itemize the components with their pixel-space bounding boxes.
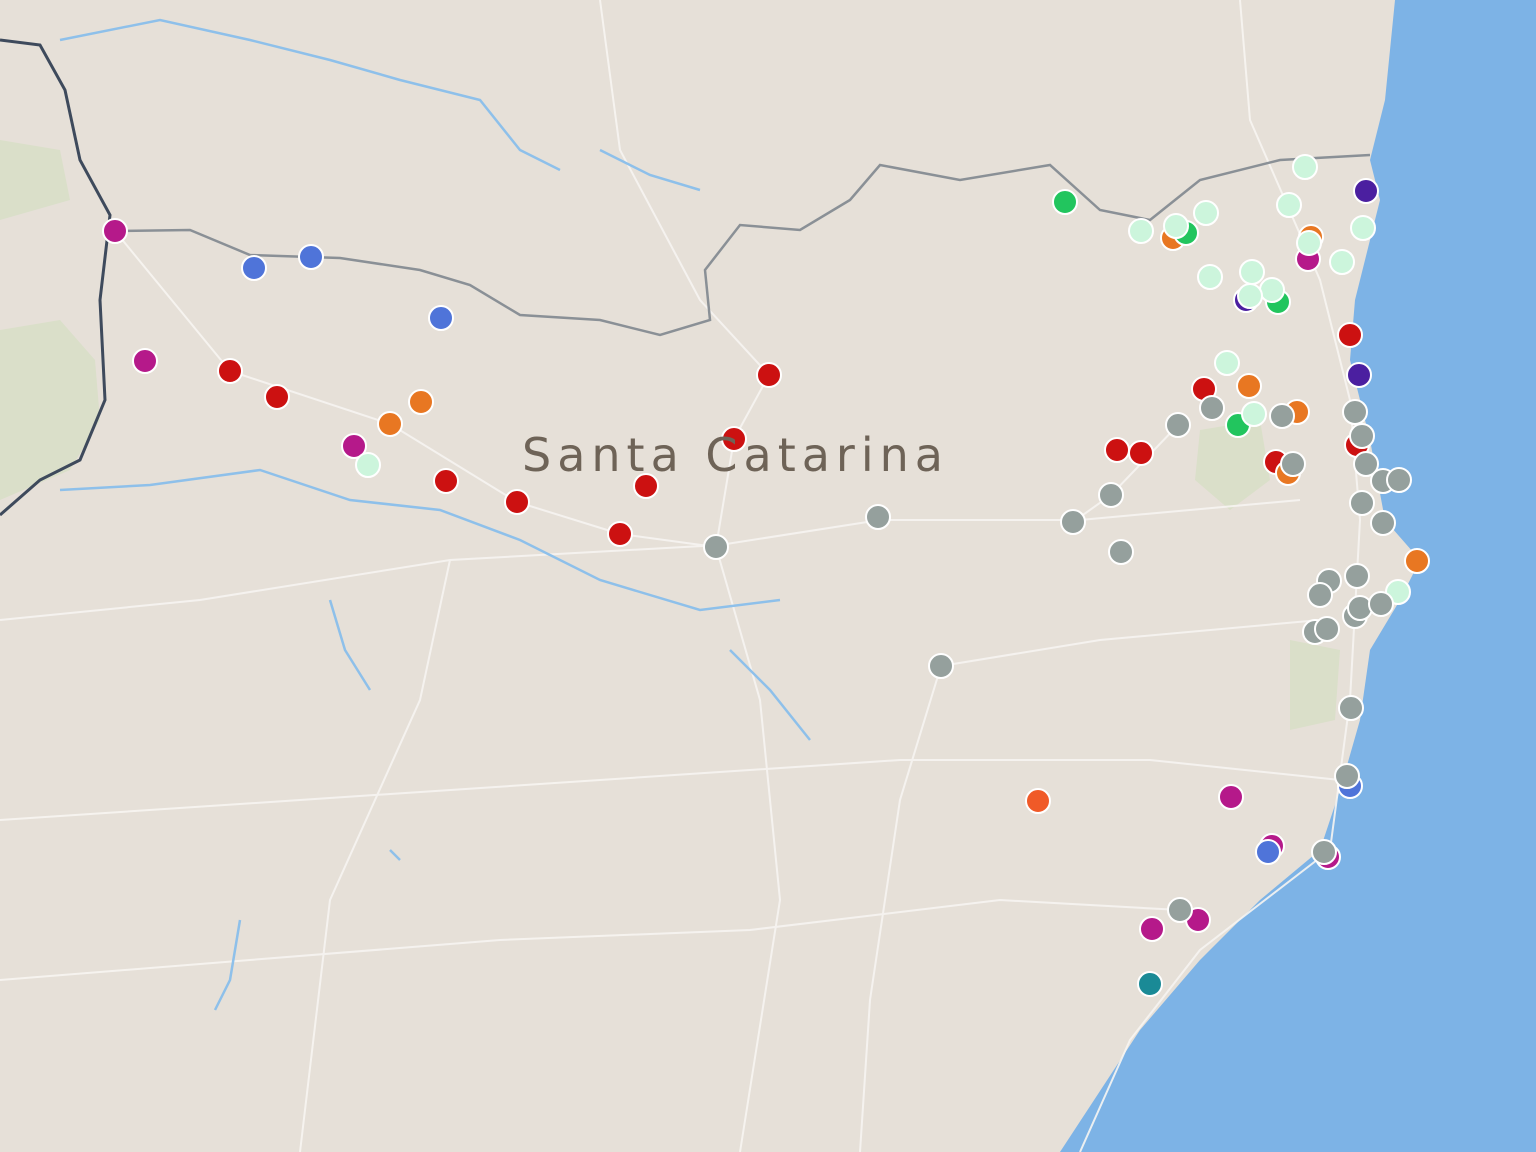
map-marker-gray[interactable] xyxy=(703,534,729,560)
map-marker-gray[interactable] xyxy=(1353,451,1379,477)
green-areas xyxy=(0,140,1340,730)
map-marker-red[interactable] xyxy=(1104,437,1130,463)
map-marker-red[interactable] xyxy=(217,358,243,384)
map-marker-red[interactable] xyxy=(756,362,782,388)
map-marker-purple[interactable] xyxy=(1346,362,1372,388)
map-marker-blue[interactable] xyxy=(1255,839,1281,865)
map-marker-gray[interactable] xyxy=(1269,403,1295,429)
region-label: Santa Catarina xyxy=(522,428,949,482)
state-border xyxy=(114,153,1371,337)
map-marker-mint[interactable] xyxy=(1292,154,1318,180)
map-marker-magenta[interactable] xyxy=(132,348,158,374)
map-marker-mint[interactable] xyxy=(1350,215,1376,241)
map-marker-mint[interactable] xyxy=(1241,401,1267,427)
map-marker-mint[interactable] xyxy=(1329,249,1355,275)
map-marker-mint[interactable] xyxy=(1237,283,1263,309)
map-marker-mint[interactable] xyxy=(355,452,381,478)
map-marker-gray[interactable] xyxy=(1338,695,1364,721)
map-marker-purple[interactable] xyxy=(1353,178,1379,204)
map-marker-blue[interactable] xyxy=(298,244,324,270)
map-marker-gray[interactable] xyxy=(928,653,954,679)
map-marker-mint[interactable] xyxy=(1276,192,1302,218)
map-marker-gray[interactable] xyxy=(1311,839,1337,865)
map-marker-red[interactable] xyxy=(607,521,633,547)
map-marker-gray[interactable] xyxy=(1344,563,1370,589)
map-marker-mint[interactable] xyxy=(1239,259,1265,285)
map-marker-mint[interactable] xyxy=(1193,200,1219,226)
map-marker-gray[interactable] xyxy=(1370,510,1396,536)
ocean xyxy=(1060,0,1536,1152)
map-marker-gray[interactable] xyxy=(1108,539,1134,565)
map-marker-mint[interactable] xyxy=(1197,264,1223,290)
map-marker-gray[interactable] xyxy=(1334,763,1360,789)
map-marker-mint[interactable] xyxy=(1259,277,1285,303)
map-marker-gray[interactable] xyxy=(1342,399,1368,425)
map-marker-orange[interactable] xyxy=(408,389,434,415)
map-marker-blue[interactable] xyxy=(241,255,267,281)
map-marker-gray[interactable] xyxy=(1347,595,1373,621)
country-border xyxy=(0,38,112,517)
map-marker-orangered[interactable] xyxy=(1025,788,1051,814)
map-marker-red[interactable] xyxy=(504,489,530,515)
map-marker-gray[interactable] xyxy=(1167,897,1193,923)
map-marker-red[interactable] xyxy=(721,426,747,452)
map-marker-blue[interactable] xyxy=(428,305,454,331)
map-marker-red[interactable] xyxy=(1128,440,1154,466)
map-marker-magenta[interactable] xyxy=(102,218,128,244)
map-marker-mint[interactable] xyxy=(1296,230,1322,256)
map-marker-mint[interactable] xyxy=(1128,218,1154,244)
map-marker-orange[interactable] xyxy=(1404,548,1430,574)
map-marker-magenta[interactable] xyxy=(1218,784,1244,810)
map-marker-gray[interactable] xyxy=(1280,451,1306,477)
map-marker-gray[interactable] xyxy=(865,504,891,530)
map-marker-red[interactable] xyxy=(633,473,659,499)
map-marker-orange[interactable] xyxy=(1236,373,1262,399)
map-marker-gray[interactable] xyxy=(1060,509,1086,535)
map-marker-mint[interactable] xyxy=(1163,213,1189,239)
borders xyxy=(0,38,1371,517)
map-marker-mint[interactable] xyxy=(1214,350,1240,376)
map-marker-gray[interactable] xyxy=(1165,412,1191,438)
map-marker-orange[interactable] xyxy=(377,411,403,437)
map-marker-magenta[interactable] xyxy=(341,433,367,459)
map-marker-gray[interactable] xyxy=(1098,482,1124,508)
map-marker-green[interactable] xyxy=(1052,189,1078,215)
map-marker-red[interactable] xyxy=(264,384,290,410)
map-marker-gray[interactable] xyxy=(1349,490,1375,516)
map-marker-gray[interactable] xyxy=(1368,591,1394,617)
rivers xyxy=(59,18,811,1011)
map-marker-gray[interactable] xyxy=(1199,395,1225,421)
markers-layer xyxy=(102,154,1430,997)
map-marker-red[interactable] xyxy=(1337,322,1363,348)
map-marker-gray[interactable] xyxy=(1314,616,1340,642)
map-marker-gray[interactable] xyxy=(1349,423,1375,449)
map-marker-gray[interactable] xyxy=(1386,467,1412,493)
map-marker-red[interactable] xyxy=(433,468,459,494)
map-marker-magenta[interactable] xyxy=(1139,916,1165,942)
map-marker-gray[interactable] xyxy=(1307,582,1333,608)
map-marker-teal[interactable] xyxy=(1137,971,1163,997)
